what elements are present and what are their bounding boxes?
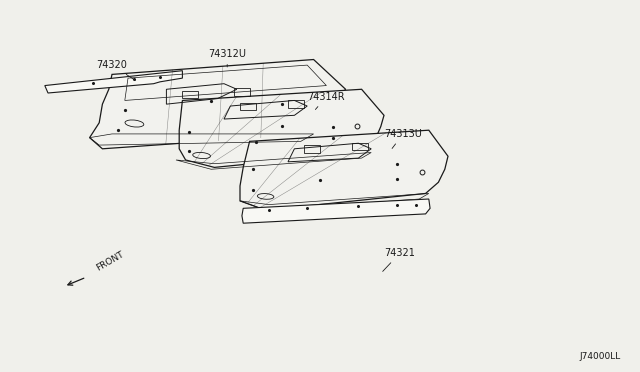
Text: 74321: 74321 [383, 248, 415, 272]
Text: 74313U: 74313U [384, 129, 422, 148]
Text: 74312U: 74312U [208, 49, 246, 67]
Polygon shape [45, 71, 182, 93]
Polygon shape [240, 130, 448, 210]
Polygon shape [242, 199, 430, 223]
Text: FRONT: FRONT [95, 249, 125, 272]
Polygon shape [90, 60, 346, 149]
Text: 74320: 74320 [97, 60, 135, 80]
Text: J74000LL: J74000LL [580, 352, 621, 361]
Polygon shape [179, 89, 384, 167]
Text: 74314R: 74314R [308, 92, 345, 109]
